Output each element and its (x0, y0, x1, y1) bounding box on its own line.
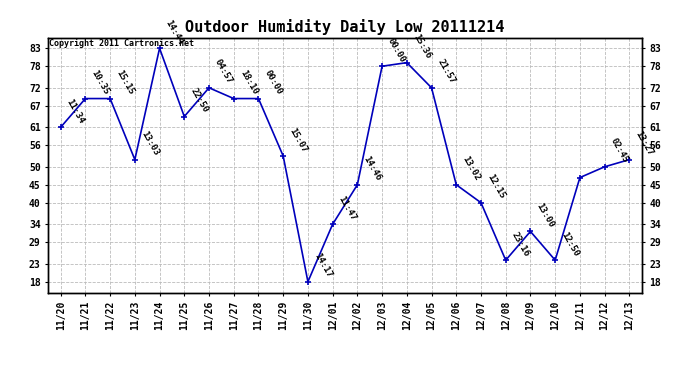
Title: Outdoor Humidity Daily Low 20111214: Outdoor Humidity Daily Low 20111214 (186, 19, 504, 35)
Text: 13:02: 13:02 (460, 155, 482, 183)
Text: 10:35: 10:35 (90, 69, 111, 96)
Text: 18:10: 18:10 (238, 69, 259, 96)
Text: 23:16: 23:16 (510, 230, 531, 258)
Text: 14:44: 14:44 (164, 18, 185, 46)
Text: 02:45: 02:45 (609, 137, 630, 165)
Text: 13:27: 13:27 (633, 130, 655, 158)
Text: 00:00: 00:00 (263, 69, 284, 96)
Text: 13:03: 13:03 (139, 130, 160, 158)
Text: 11:34: 11:34 (65, 98, 86, 125)
Text: 15:15: 15:15 (115, 69, 135, 96)
Text: 15:36: 15:36 (411, 33, 432, 60)
Text: 21:57: 21:57 (435, 58, 457, 86)
Text: 04:57: 04:57 (213, 58, 235, 86)
Text: 14:17: 14:17 (312, 252, 333, 279)
Text: 00:00: 00:00 (386, 36, 408, 64)
Text: 22:50: 22:50 (188, 87, 210, 114)
Text: 15:07: 15:07 (287, 126, 308, 154)
Text: 12:50: 12:50 (560, 230, 580, 258)
Text: Copyright 2011 Cartronics.net: Copyright 2011 Cartronics.net (50, 39, 195, 48)
Text: 14:46: 14:46 (362, 155, 383, 183)
Text: 13:00: 13:00 (535, 201, 556, 229)
Text: 12:15: 12:15 (485, 173, 506, 201)
Text: 11:47: 11:47 (337, 194, 358, 222)
